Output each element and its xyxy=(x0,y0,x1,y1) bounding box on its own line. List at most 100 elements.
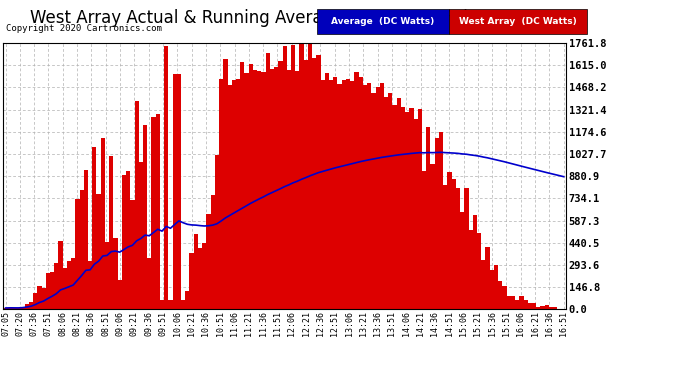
Bar xyxy=(63,268,67,309)
Bar xyxy=(41,288,46,309)
Bar xyxy=(439,132,443,309)
Bar xyxy=(253,70,257,309)
Bar xyxy=(532,303,536,309)
Bar xyxy=(147,258,151,309)
Bar xyxy=(486,247,490,309)
Bar xyxy=(397,98,401,309)
Bar xyxy=(79,190,83,309)
Bar xyxy=(164,46,168,309)
Bar xyxy=(228,85,232,309)
Bar xyxy=(435,138,439,309)
Bar xyxy=(443,185,447,309)
Bar xyxy=(380,83,384,309)
Bar xyxy=(350,81,355,309)
Bar xyxy=(224,60,228,309)
Bar xyxy=(33,293,37,309)
Bar xyxy=(270,69,274,309)
Bar xyxy=(477,233,481,309)
Bar xyxy=(536,307,540,309)
Bar xyxy=(16,308,21,309)
Bar xyxy=(232,80,236,309)
Bar xyxy=(210,195,215,309)
Bar xyxy=(92,147,97,309)
Bar xyxy=(511,296,515,309)
Bar xyxy=(413,119,418,309)
Bar xyxy=(105,242,109,309)
Bar xyxy=(202,243,206,309)
Bar xyxy=(139,162,143,309)
Bar xyxy=(160,300,164,309)
Bar xyxy=(113,238,117,309)
Bar xyxy=(101,138,105,309)
Bar xyxy=(528,303,532,309)
Bar xyxy=(363,85,367,309)
Bar xyxy=(122,175,126,309)
Bar xyxy=(262,72,266,309)
Bar xyxy=(67,261,71,309)
Bar xyxy=(321,80,325,309)
Bar xyxy=(8,308,12,309)
Bar xyxy=(371,93,375,309)
Bar xyxy=(282,46,287,309)
Bar xyxy=(490,270,494,309)
Bar xyxy=(75,199,79,309)
Bar xyxy=(401,107,405,309)
Bar xyxy=(337,84,342,309)
Bar xyxy=(520,296,524,309)
Bar xyxy=(384,97,388,309)
Bar xyxy=(498,281,502,309)
Bar xyxy=(367,83,371,309)
Bar xyxy=(185,291,190,309)
Bar xyxy=(244,73,248,309)
Bar xyxy=(109,156,113,309)
Text: Copyright 2020 Cartronics.com: Copyright 2020 Cartronics.com xyxy=(6,24,161,33)
Bar xyxy=(46,273,50,309)
Bar xyxy=(181,300,185,309)
Text: Average  (DC Watts): Average (DC Watts) xyxy=(331,17,435,26)
Bar xyxy=(409,108,413,309)
Bar xyxy=(515,300,520,309)
Bar xyxy=(278,61,282,309)
Bar xyxy=(553,308,558,309)
Bar xyxy=(88,261,92,309)
Bar xyxy=(299,43,304,309)
Bar xyxy=(506,296,511,309)
Bar xyxy=(236,79,240,309)
Bar xyxy=(524,300,528,309)
Bar xyxy=(469,230,473,309)
Text: West Array Actual & Running Average Power Mon Feb 3 17:03: West Array Actual & Running Average Powe… xyxy=(30,9,543,27)
Bar xyxy=(59,240,63,309)
Bar xyxy=(240,62,244,309)
Bar xyxy=(355,72,359,309)
Bar xyxy=(464,188,469,309)
Bar xyxy=(12,308,16,309)
Bar xyxy=(549,308,553,309)
Bar xyxy=(333,77,337,309)
Bar xyxy=(431,164,435,309)
Bar xyxy=(177,74,181,309)
Bar xyxy=(117,280,122,309)
Bar xyxy=(388,93,393,309)
Bar xyxy=(481,260,486,309)
Bar xyxy=(55,263,59,309)
Bar xyxy=(287,70,291,309)
Bar xyxy=(97,194,101,309)
Bar xyxy=(295,71,299,309)
Bar xyxy=(342,80,346,309)
Bar xyxy=(219,79,224,309)
Bar xyxy=(83,171,88,309)
Bar xyxy=(393,105,397,309)
Bar xyxy=(248,64,253,309)
Bar xyxy=(291,45,295,309)
Bar xyxy=(418,109,422,309)
Bar xyxy=(308,45,312,309)
Bar xyxy=(198,248,202,309)
Bar xyxy=(135,101,139,309)
Bar xyxy=(452,179,456,309)
Bar xyxy=(29,302,33,309)
Bar xyxy=(71,258,75,309)
Bar xyxy=(37,286,41,309)
Bar xyxy=(172,74,177,309)
Text: West Array  (DC Watts): West Array (DC Watts) xyxy=(459,17,576,26)
Bar xyxy=(540,306,544,309)
